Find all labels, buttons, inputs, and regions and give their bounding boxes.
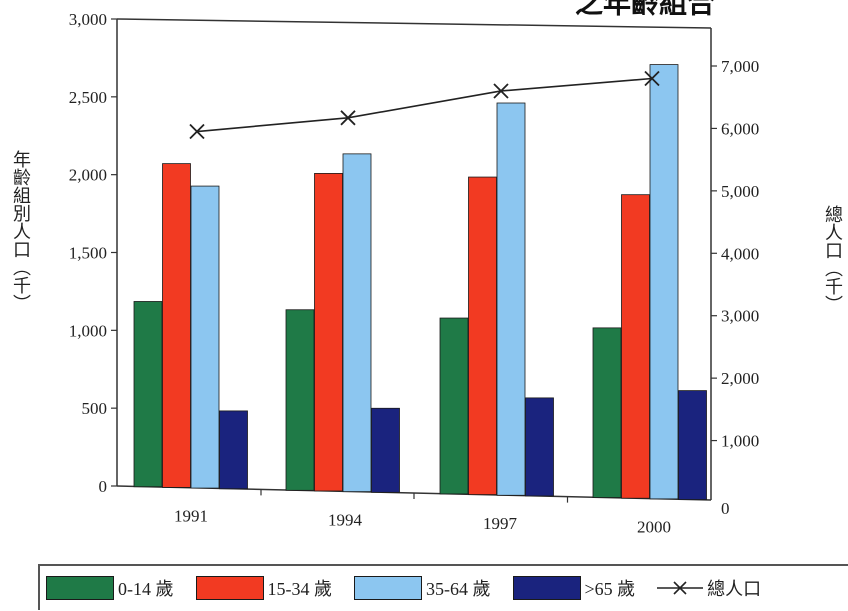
x-tick-label-1994: 1994 xyxy=(328,510,363,529)
total-marker-2000 xyxy=(644,70,660,87)
bar-15-34-1997 xyxy=(468,176,497,496)
y-axis-left-label: 年齡組別人口（千） xyxy=(10,150,32,316)
x-tick-labels: 1991 1994 1997 2000 xyxy=(174,489,671,537)
legend-item-15-34: 15-34 歲 xyxy=(195,575,333,601)
legend-label-15-34: 15-34 歲 xyxy=(267,579,333,599)
bar-65-plus-1991 xyxy=(219,410,248,490)
bar-15-34-1994 xyxy=(314,173,343,492)
bar-0-14-1994 xyxy=(285,309,315,491)
legend-item-0-14: 0-14 歲 xyxy=(46,575,174,601)
y-axis-right-label-text: 總人口（千） xyxy=(823,205,843,313)
x-tick-label-1991: 1991 xyxy=(174,507,208,526)
legend-swatch-15-34 xyxy=(195,576,264,600)
total-population-markers xyxy=(189,70,660,140)
x-tick-label-1997: 1997 xyxy=(483,514,518,533)
total-marker-1991 xyxy=(189,123,205,140)
y-axis-right-label: 總人口（千） xyxy=(822,205,844,317)
left-tick-label: 2,500 xyxy=(69,88,107,107)
bar-35-64-1991 xyxy=(190,185,220,489)
legend-item-total: 總人口 xyxy=(657,575,761,601)
right-tick-label: 4,000 xyxy=(721,244,759,263)
x-tick-label-2000: 2000 xyxy=(637,518,671,537)
legend-line-marker-icon xyxy=(657,581,704,595)
bar-65-plus-1997 xyxy=(525,397,554,497)
bar-65-plus-2000 xyxy=(678,390,707,500)
plot-frame-top xyxy=(116,18,712,29)
left-tick-label: 500 xyxy=(82,399,108,418)
legend-label-total: 總人口 xyxy=(707,579,762,599)
right-tick-label: 1,000 xyxy=(721,432,759,451)
left-tick-label: 1,500 xyxy=(69,244,107,263)
total-marker-1994 xyxy=(340,110,356,126)
bar-15-34-1991 xyxy=(162,163,191,488)
right-tick-label: 0 xyxy=(721,499,730,518)
legend-label-35-64: 35-64 歲 xyxy=(426,579,491,599)
bar-35-64-2000 xyxy=(649,64,679,500)
y-axis-left-label-text: 年齡組別人口（千） xyxy=(11,150,31,312)
bar-65-plus-1994 xyxy=(371,407,400,493)
total-marker-1997 xyxy=(493,83,509,99)
right-tick-label: 3,000 xyxy=(721,307,759,326)
legend-swatch-0-14 xyxy=(46,576,114,600)
right-tick-label: 6,000 xyxy=(721,119,759,138)
bar-0-14-1991 xyxy=(133,301,163,488)
left-tick-label: 0 xyxy=(99,477,108,496)
bar-35-64-1997 xyxy=(496,102,526,496)
legend: 0-14 歲 15-34 歲 35-64 歲 >65 歲 總人口 xyxy=(38,564,848,610)
bar-0-14-1997 xyxy=(439,317,469,495)
legend-label-65-plus: >65 歲 xyxy=(584,579,636,599)
legend-item-65-plus: >65 歲 xyxy=(512,575,636,601)
bar-15-34-2000 xyxy=(621,194,650,499)
bar-group xyxy=(133,64,707,500)
bar-0-14-2000 xyxy=(592,327,622,498)
right-tick-label: 5,000 xyxy=(721,182,759,201)
left-tick-label: 2,000 xyxy=(69,166,107,185)
legend-item-35-64: 35-64 歲 xyxy=(354,575,491,601)
right-tick-label: 2,000 xyxy=(721,369,759,388)
right-tick-group: 0 1,000 2,000 3,000 4,000 5,000 6,000 7,000 xyxy=(711,57,759,518)
legend-swatch-35-64 xyxy=(354,576,422,600)
legend-label-0-14: 0-14 歲 xyxy=(118,579,174,599)
total-population-line xyxy=(196,77,653,133)
left-tick-group: 0 500 1,000 1,500 2,000 2,500 3,000 xyxy=(69,10,117,496)
chart-title-fragment: 之年齡組合 xyxy=(575,0,716,19)
bar-35-64-1994 xyxy=(342,153,372,493)
left-tick-label: 3,000 xyxy=(69,10,107,29)
legend-swatch-65-plus xyxy=(512,576,581,600)
left-tick-label: 1,000 xyxy=(69,321,107,340)
right-tick-label: 7,000 xyxy=(721,57,759,76)
